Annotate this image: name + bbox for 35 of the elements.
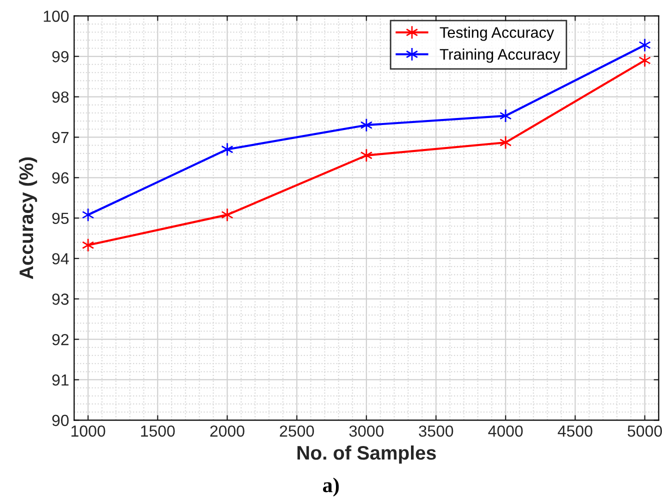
x-tick-label: 1500 xyxy=(141,425,175,437)
x-tick-label: 2000 xyxy=(210,425,244,437)
legend-label: Training Accuracy xyxy=(440,48,560,63)
point xyxy=(221,142,234,156)
point xyxy=(82,238,94,252)
point xyxy=(638,38,651,52)
y-tick-label: 100 xyxy=(44,10,69,22)
y-tick-label: 92 xyxy=(52,334,68,346)
x-tick-label: 1000 xyxy=(72,425,106,437)
point xyxy=(221,208,234,222)
y-tick-label: 90 xyxy=(52,414,69,426)
x-tick-label: 4500 xyxy=(558,425,592,437)
point xyxy=(499,136,512,150)
point xyxy=(82,208,94,222)
y-tick-label: 98 xyxy=(52,91,69,103)
text: a) xyxy=(322,478,339,497)
legend-label: Testing Accuracy xyxy=(440,26,554,41)
point xyxy=(360,148,373,162)
x-tick-label: 5000 xyxy=(628,425,662,437)
y-tick-label: 97 xyxy=(52,132,68,144)
x-tick-label: 4000 xyxy=(488,425,523,437)
x-tick-label: 2500 xyxy=(280,425,314,437)
y-tick-label: 94 xyxy=(52,253,69,264)
x-tick-label: 3500 xyxy=(418,425,454,437)
point xyxy=(360,118,373,132)
y-tick-label: 95 xyxy=(52,212,69,224)
x-axis-title: No. of Samples xyxy=(297,445,436,464)
y-tick-label: 96 xyxy=(52,172,69,184)
point xyxy=(499,108,512,123)
y-axis-title: Accuracy (%) xyxy=(18,157,38,280)
y-tick-label: 99 xyxy=(52,51,69,62)
y-tick-label: 93 xyxy=(52,294,69,305)
y-tick-label: 91 xyxy=(52,374,69,386)
point xyxy=(638,53,651,68)
x-tick-label: 3000 xyxy=(349,425,384,437)
